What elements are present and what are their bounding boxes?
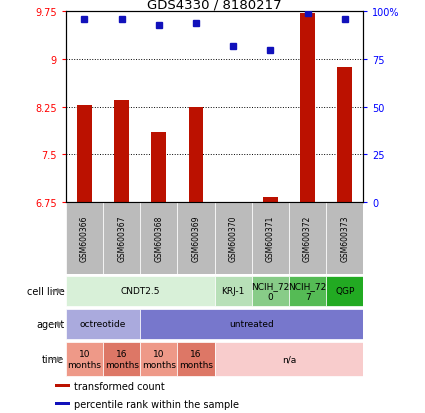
- Bar: [178, 202, 215, 275]
- Text: untreated: untreated: [230, 320, 274, 329]
- Bar: [215, 276, 252, 306]
- Text: GSM600373: GSM600373: [340, 215, 349, 262]
- Bar: [140, 309, 363, 339]
- Bar: [103, 202, 140, 275]
- Bar: [300, 14, 315, 202]
- Bar: [189, 107, 204, 202]
- Bar: [337, 67, 352, 202]
- Text: GSM600371: GSM600371: [266, 215, 275, 262]
- Bar: [114, 101, 129, 202]
- Text: GSM600369: GSM600369: [192, 215, 201, 262]
- Bar: [55, 384, 70, 387]
- Text: GSM600366: GSM600366: [80, 215, 89, 262]
- Bar: [215, 342, 363, 376]
- Bar: [55, 402, 70, 405]
- Text: 16
months: 16 months: [105, 350, 139, 369]
- Bar: [326, 276, 363, 306]
- Text: agent: agent: [36, 319, 65, 329]
- Text: octreotide: octreotide: [80, 320, 126, 329]
- Text: transformed count: transformed count: [74, 381, 165, 391]
- Bar: [226, 202, 241, 207]
- Bar: [215, 202, 252, 275]
- Bar: [66, 342, 103, 376]
- Bar: [151, 133, 166, 202]
- Bar: [66, 276, 215, 306]
- Text: GSM600367: GSM600367: [117, 215, 126, 262]
- Text: GSM600370: GSM600370: [229, 215, 238, 262]
- Bar: [289, 276, 326, 306]
- Text: KRJ-1: KRJ-1: [221, 287, 245, 296]
- Text: QGP: QGP: [335, 287, 354, 296]
- Text: 10
months: 10 months: [142, 350, 176, 369]
- Bar: [66, 309, 140, 339]
- Bar: [103, 342, 140, 376]
- Text: cell line: cell line: [27, 286, 65, 296]
- Bar: [263, 198, 278, 202]
- Text: time: time: [42, 354, 65, 364]
- Bar: [66, 202, 103, 275]
- Bar: [140, 342, 178, 376]
- Text: GSM600372: GSM600372: [303, 215, 312, 262]
- Text: NCIH_72
7: NCIH_72 7: [289, 282, 327, 301]
- Bar: [326, 202, 363, 275]
- Bar: [289, 202, 326, 275]
- Bar: [178, 342, 215, 376]
- Text: GSM600368: GSM600368: [154, 215, 163, 262]
- Title: GDS4330 / 8180217: GDS4330 / 8180217: [147, 0, 282, 11]
- Text: n/a: n/a: [282, 355, 296, 364]
- Text: 16
months: 16 months: [179, 350, 213, 369]
- Text: 10
months: 10 months: [68, 350, 102, 369]
- Bar: [252, 202, 289, 275]
- Bar: [77, 105, 92, 202]
- Bar: [140, 202, 178, 275]
- Text: CNDT2.5: CNDT2.5: [121, 287, 160, 296]
- Text: percentile rank within the sample: percentile rank within the sample: [74, 399, 239, 409]
- Bar: [252, 276, 289, 306]
- Text: NCIH_72
0: NCIH_72 0: [251, 282, 289, 301]
